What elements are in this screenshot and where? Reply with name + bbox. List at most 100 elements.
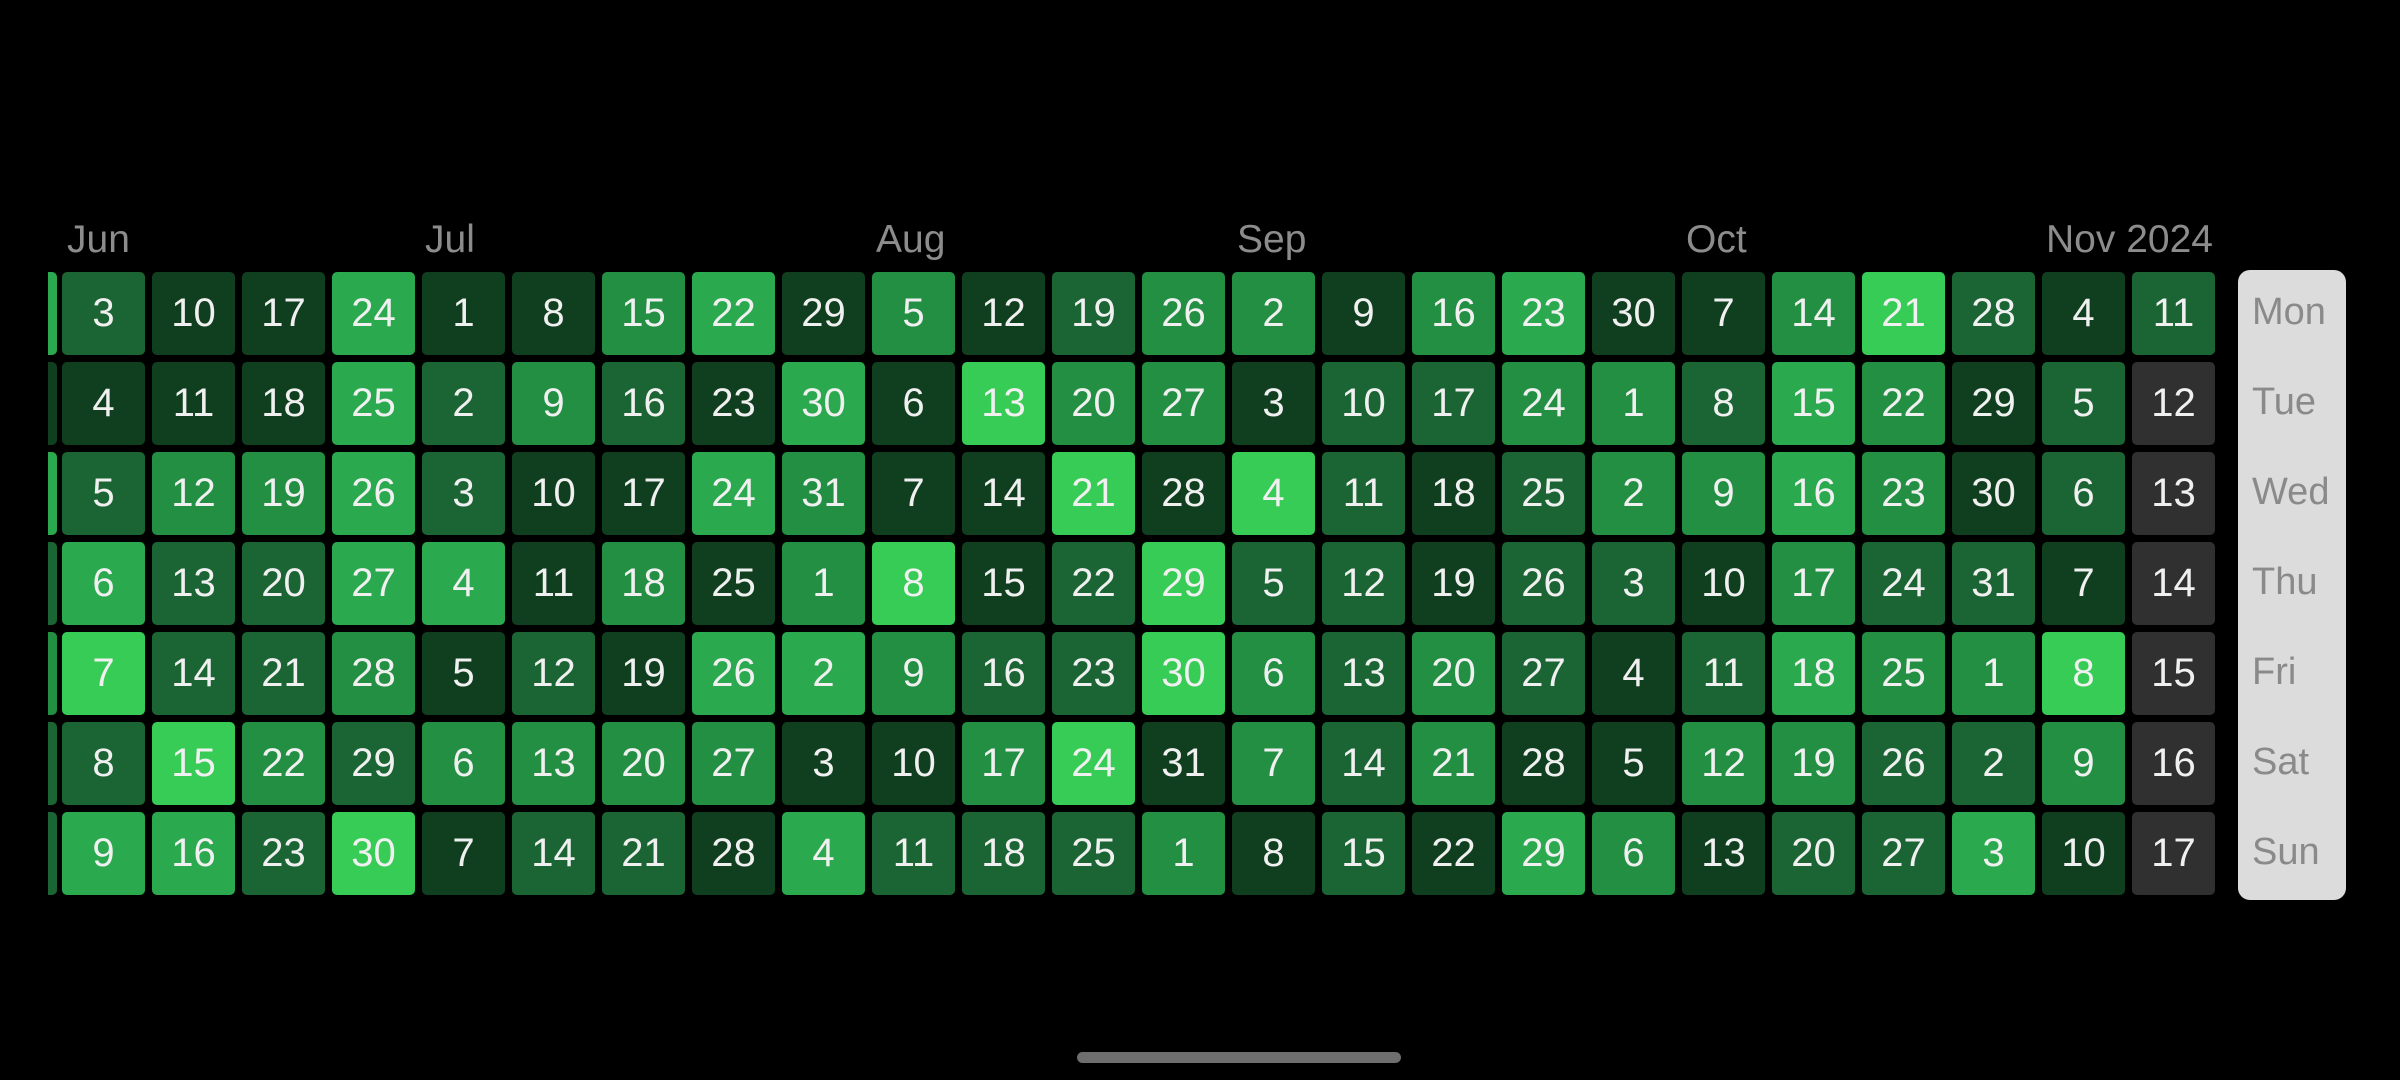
day-cell[interactable]: 23 bbox=[1862, 452, 1945, 535]
day-cell[interactable]: 4 bbox=[1232, 452, 1315, 535]
day-cell[interactable]: 11 bbox=[872, 812, 955, 895]
day-cell[interactable]: 11 bbox=[152, 362, 235, 445]
day-cell[interactable]: 23 bbox=[1502, 272, 1585, 355]
day-cell[interactable]: 26 bbox=[332, 452, 415, 535]
day-cell[interactable]: 22 bbox=[1052, 542, 1135, 625]
day-cell[interactable]: 22 bbox=[1412, 812, 1495, 895]
day-cell[interactable]: 18 bbox=[602, 542, 685, 625]
day-cell[interactable]: 6 bbox=[62, 542, 145, 625]
day-cell[interactable]: 1 bbox=[1592, 362, 1675, 445]
day-cell[interactable]: 20 bbox=[1412, 632, 1495, 715]
day-cell[interactable]: 30 bbox=[332, 812, 415, 895]
day-cell[interactable]: 3 bbox=[1592, 542, 1675, 625]
day-cell[interactable]: 2 bbox=[1232, 272, 1315, 355]
day-cell[interactable]: 12 bbox=[1322, 542, 1405, 625]
day-cell[interactable]: 18 bbox=[962, 812, 1045, 895]
day-cell[interactable]: 7 bbox=[2042, 542, 2125, 625]
day-cell[interactable]: 12 bbox=[152, 452, 235, 535]
day-cell[interactable]: 10 bbox=[512, 452, 595, 535]
home-indicator-bar[interactable] bbox=[1077, 1052, 1401, 1063]
day-cell[interactable]: 16 bbox=[1772, 452, 1855, 535]
day-cell[interactable]: 18 bbox=[242, 362, 325, 445]
day-cell[interactable]: 30 bbox=[1952, 452, 2035, 535]
day-cell[interactable]: 14 bbox=[1772, 272, 1855, 355]
day-cell[interactable]: 25 bbox=[1052, 812, 1135, 895]
day-cell[interactable]: 19 bbox=[1052, 272, 1135, 355]
day-cell[interactable]: 29 bbox=[1142, 542, 1225, 625]
day-cell[interactable]: 10 bbox=[1682, 542, 1765, 625]
day-cell[interactable]: 6 bbox=[422, 722, 505, 805]
day-cell[interactable]: 28 bbox=[1952, 272, 2035, 355]
day-cell[interactable]: 4 bbox=[62, 362, 145, 445]
day-cell[interactable]: 24 bbox=[692, 452, 775, 535]
day-cell[interactable]: 24 bbox=[1052, 722, 1135, 805]
day-cell[interactable]: 14 bbox=[152, 632, 235, 715]
day-cell[interactable]: 2 bbox=[782, 632, 865, 715]
day-cell[interactable]: 14 bbox=[962, 452, 1045, 535]
day-cell[interactable]: 12 bbox=[2132, 362, 2215, 445]
day-cell[interactable]: 13 bbox=[1322, 632, 1405, 715]
day-cell[interactable]: 21 bbox=[1412, 722, 1495, 805]
day-cell[interactable]: 25 bbox=[332, 362, 415, 445]
day-cell[interactable]: 13 bbox=[962, 362, 1045, 445]
day-cell[interactable]: 2 bbox=[422, 362, 505, 445]
day-cell[interactable]: 24 bbox=[1502, 362, 1585, 445]
day-cell[interactable]: 17 bbox=[1772, 542, 1855, 625]
day-cell[interactable]: 16 bbox=[962, 632, 1045, 715]
day-cell[interactable]: 9 bbox=[2042, 722, 2125, 805]
day-cell[interactable]: 22 bbox=[692, 272, 775, 355]
day-cell[interactable]: 3 bbox=[62, 272, 145, 355]
day-cell[interactable]: 7 bbox=[1682, 272, 1765, 355]
day-cell[interactable]: 18 bbox=[1412, 452, 1495, 535]
day-cell[interactable]: 31 bbox=[1952, 542, 2035, 625]
day-cell[interactable]: 11 bbox=[512, 542, 595, 625]
day-cell[interactable]: 25 bbox=[1502, 452, 1585, 535]
day-cell[interactable]: 4 bbox=[782, 812, 865, 895]
day-cell[interactable]: 8 bbox=[872, 542, 955, 625]
day-cell[interactable]: 19 bbox=[242, 452, 325, 535]
day-cell[interactable]: 14 bbox=[2132, 542, 2215, 625]
day-cell[interactable]: 23 bbox=[1052, 632, 1135, 715]
day-cell[interactable]: 26 bbox=[1502, 542, 1585, 625]
day-cell[interactable]: 9 bbox=[872, 632, 955, 715]
day-cell[interactable]: 7 bbox=[62, 632, 145, 715]
day-cell[interactable]: 9 bbox=[62, 812, 145, 895]
day-cell[interactable]: 19 bbox=[1772, 722, 1855, 805]
day-cell[interactable]: 4 bbox=[422, 542, 505, 625]
day-cell[interactable]: 8 bbox=[1682, 362, 1765, 445]
day-cell[interactable]: 21 bbox=[1862, 272, 1945, 355]
day-cell[interactable]: 11 bbox=[1682, 632, 1765, 715]
day-cell[interactable]: 3 bbox=[1232, 362, 1315, 445]
day-cell[interactable]: 15 bbox=[2132, 632, 2215, 715]
day-cell[interactable]: 10 bbox=[2042, 812, 2125, 895]
day-cell[interactable]: 17 bbox=[962, 722, 1045, 805]
day-cell[interactable]: 1 bbox=[422, 272, 505, 355]
day-cell[interactable]: 23 bbox=[242, 812, 325, 895]
day-cell[interactable]: 16 bbox=[2132, 722, 2215, 805]
day-cell[interactable]: 17 bbox=[602, 452, 685, 535]
day-cell[interactable]: 5 bbox=[62, 452, 145, 535]
day-cell[interactable]: 1 bbox=[782, 542, 865, 625]
day-cell[interactable]: 3 bbox=[422, 452, 505, 535]
day-cell[interactable]: 13 bbox=[1682, 812, 1765, 895]
day-cell[interactable]: 29 bbox=[332, 722, 415, 805]
day-cell[interactable]: 15 bbox=[602, 272, 685, 355]
day-cell[interactable]: 15 bbox=[1322, 812, 1405, 895]
day-cell[interactable]: 4 bbox=[2042, 272, 2125, 355]
day-cell[interactable]: 6 bbox=[1232, 632, 1315, 715]
day-cell[interactable]: 2 bbox=[1952, 722, 2035, 805]
day-cell[interactable]: 7 bbox=[872, 452, 955, 535]
day-cell[interactable]: 25 bbox=[692, 542, 775, 625]
day-cell[interactable]: 17 bbox=[1412, 362, 1495, 445]
day-cell[interactable]: 29 bbox=[1952, 362, 2035, 445]
day-cell[interactable]: 30 bbox=[782, 362, 865, 445]
day-cell[interactable]: 21 bbox=[242, 632, 325, 715]
day-cell[interactable]: 5 bbox=[422, 632, 505, 715]
day-cell[interactable]: 15 bbox=[152, 722, 235, 805]
day-cell[interactable]: 12 bbox=[512, 632, 595, 715]
day-cell[interactable]: 28 bbox=[1142, 452, 1225, 535]
day-cell[interactable]: 13 bbox=[512, 722, 595, 805]
day-cell[interactable]: 31 bbox=[1142, 722, 1225, 805]
day-cell[interactable]: 11 bbox=[2132, 272, 2215, 355]
day-cell[interactable]: 4 bbox=[1592, 632, 1675, 715]
